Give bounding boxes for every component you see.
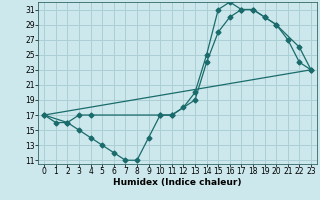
X-axis label: Humidex (Indice chaleur): Humidex (Indice chaleur) xyxy=(113,178,242,187)
